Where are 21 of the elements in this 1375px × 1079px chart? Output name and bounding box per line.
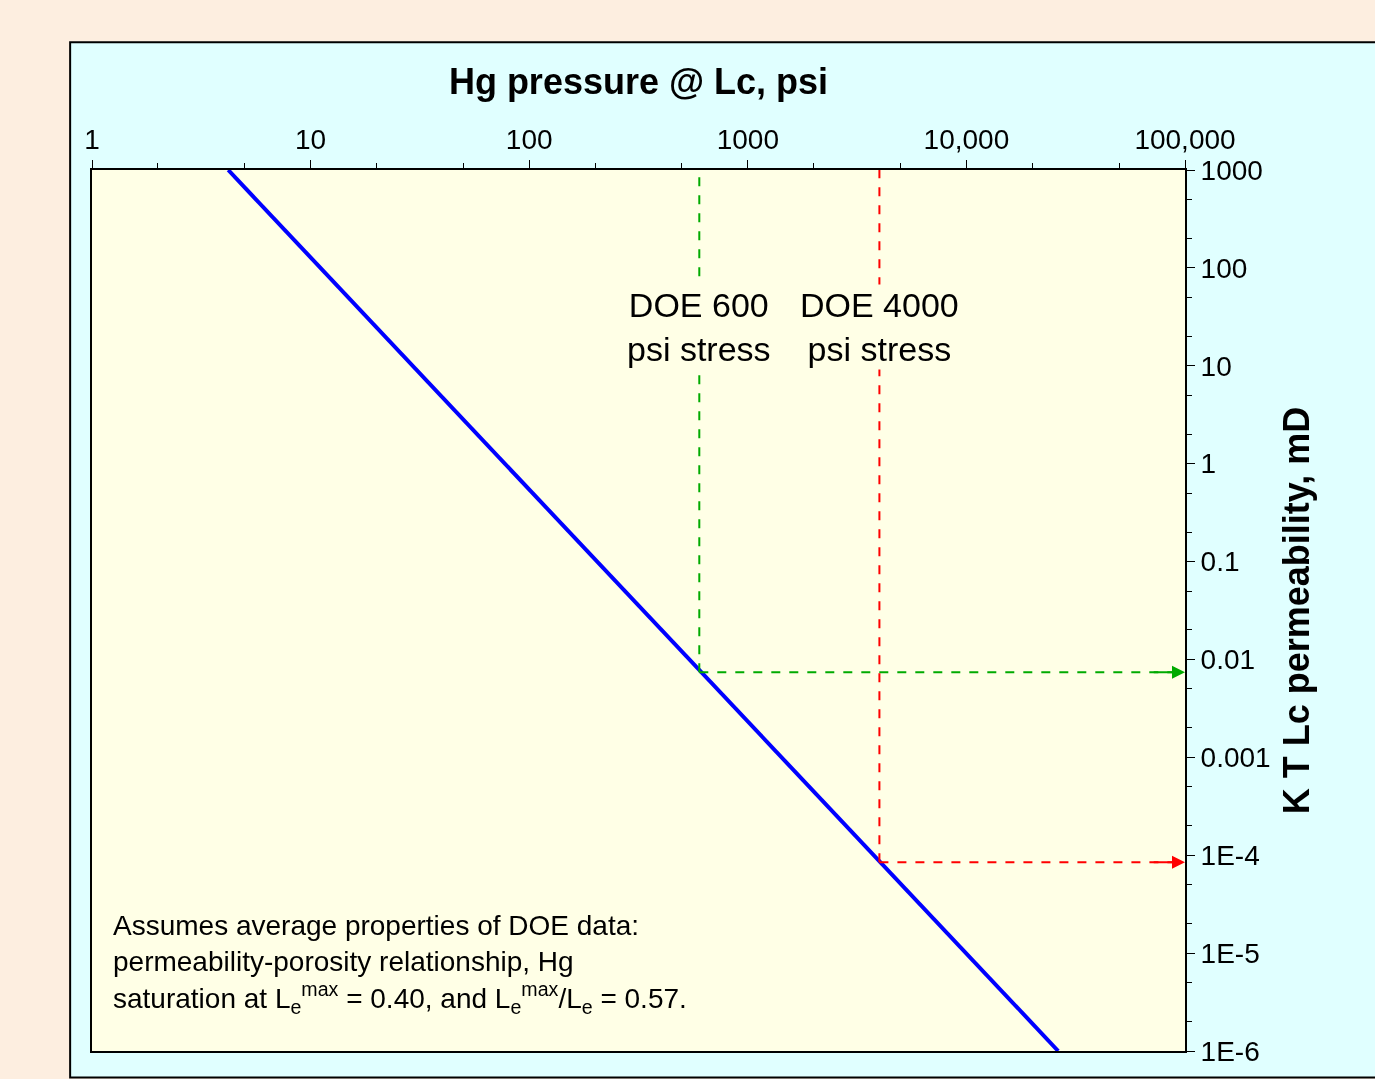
y-tick-label: 100 <box>1200 252 1248 284</box>
y-axis-title: K T Lc permeability, mD <box>1275 406 1317 815</box>
ref-line-label: DOE 4000 psi stress <box>800 286 959 369</box>
text: Assumes average properties of DOE data: permeability-porosity relationship, Hg saturation at L$_{e}$$^{max}$ = 0.40, and L$_{e}$$^{max}$/L$_{e}$ = 0.57. <box>113 910 687 1018</box>
x-axis-title: Hg pressure @ Lc, psi <box>448 61 829 103</box>
x-tick-label: 100,000 <box>1134 123 1236 155</box>
x-tick-label: 1000 <box>716 123 779 155</box>
x-tick-label: 1 <box>84 123 100 155</box>
y-tick-label: 1E-5 <box>1200 937 1260 969</box>
y-tick-label: 1 <box>1200 448 1217 480</box>
x-tick-label: 10,000 <box>923 123 1010 155</box>
y-tick-label: 1E-4 <box>1200 840 1260 872</box>
y-tick-label: 0.001 <box>1200 742 1271 774</box>
y-tick-label: 10 <box>1200 350 1232 382</box>
y-tick-label: 0.01 <box>1200 644 1256 676</box>
x-tick-label: 10 <box>295 123 327 155</box>
x-tick-label: 100 <box>505 123 553 155</box>
ref-line-label: DOE 600 psi stress <box>627 286 771 369</box>
y-tick-label: 0.1 <box>1200 546 1240 578</box>
y-tick-label: 1E-6 <box>1200 1035 1260 1067</box>
y-tick-label: 1000 <box>1200 154 1263 186</box>
